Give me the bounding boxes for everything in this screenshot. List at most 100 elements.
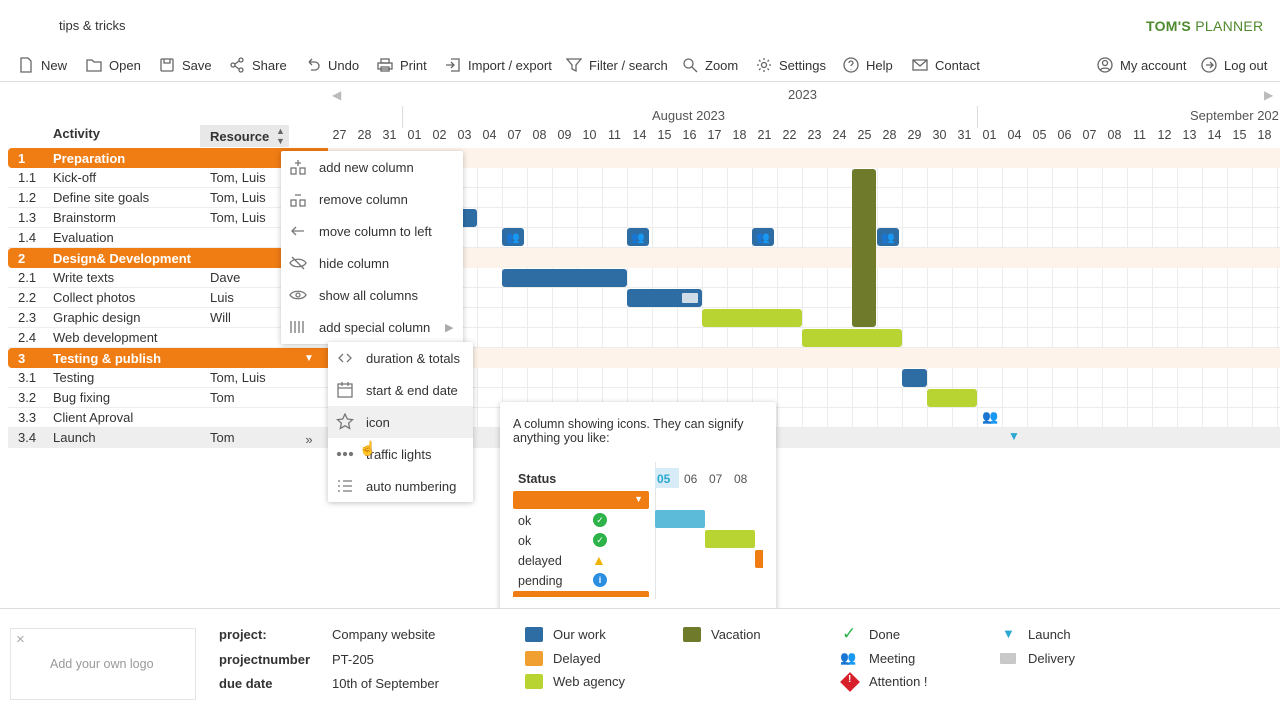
gantt-bar[interactable] xyxy=(802,329,902,347)
menu-remove-column[interactable]: remove column xyxy=(281,183,463,215)
legend-delivery: Delivery xyxy=(1028,651,1075,666)
meeting-icon[interactable]: 👥 xyxy=(627,228,649,246)
grid-row-line xyxy=(328,287,1280,288)
submenu-auto-numbering[interactable]: auto numbering xyxy=(328,470,473,502)
filter-search-button[interactable]: Filter / search xyxy=(566,54,668,76)
new-button[interactable]: New xyxy=(18,54,67,76)
icon-column-tooltip: A column showing icons. They can signify… xyxy=(500,402,776,626)
grid-line xyxy=(477,148,478,448)
project-label: project: xyxy=(219,627,267,642)
task-row[interactable]: 2.1 Write texts Dave xyxy=(8,268,328,288)
scroll-right-icon[interactable]: ▶ xyxy=(1264,448,1273,450)
grid-line xyxy=(1277,148,1278,448)
meeting-icon[interactable]: 👥 xyxy=(752,228,774,246)
check-icon: ✓ xyxy=(842,624,857,643)
day-header: 09 xyxy=(557,128,572,142)
row-act: Launch xyxy=(53,430,96,445)
group-row[interactable]: 2 Design& Development xyxy=(8,248,328,268)
day-header: 14 xyxy=(632,128,647,142)
row-res: Luis xyxy=(210,290,234,305)
day-header: 27 xyxy=(332,128,347,142)
menu-move-column-left[interactable]: move column to left xyxy=(281,215,463,247)
undo-icon xyxy=(308,58,320,71)
mouse-cursor-icon: ☝ xyxy=(359,440,377,456)
grid-row-line xyxy=(328,427,1280,428)
task-row[interactable]: 3.2 Bug fixing Tom xyxy=(8,388,328,408)
task-row[interactable]: 1.4 Evaluation xyxy=(8,228,328,248)
group-row[interactable]: 3 Testing & publish xyxy=(8,348,328,368)
share-button[interactable]: Share xyxy=(229,54,287,76)
close-icon[interactable]: × xyxy=(16,631,25,648)
grid-line xyxy=(1052,148,1053,448)
meeting-icon[interactable]: 👥 xyxy=(502,228,524,246)
task-row[interactable]: 3.1 Testing Tom, Luis xyxy=(8,368,328,388)
meeting-icon[interactable]: 👥 xyxy=(877,228,899,246)
row-act: Testing & publish xyxy=(53,350,162,366)
print-button[interactable]: Print xyxy=(377,54,427,76)
help-button[interactable]: Help xyxy=(843,54,893,76)
task-row[interactable]: 3.3 Client Aproval xyxy=(8,408,328,428)
submenu-start-end-date[interactable]: start & end date xyxy=(328,374,473,406)
undo-button[interactable]: Undo xyxy=(305,54,359,76)
grid-row-line xyxy=(328,207,1280,208)
preview-day: 08 xyxy=(734,472,748,486)
task-row[interactable]: 1.1 Kick-off Tom, Luis xyxy=(8,168,328,188)
info-icon: i xyxy=(593,573,607,587)
projectnumber-value: PT-205 xyxy=(332,652,374,667)
submenu-icon[interactable]: icon xyxy=(328,406,473,438)
activity-column-header[interactable]: Activity xyxy=(53,126,100,141)
task-row[interactable]: 2.3 Graphic design Will xyxy=(8,308,328,328)
task-row[interactable]: 2.4 Web development xyxy=(8,328,328,348)
menu-show-all-columns[interactable]: show all columns xyxy=(281,279,463,311)
expand-icon[interactable]: » xyxy=(305,431,313,447)
sort-icon: ▲ ▼ xyxy=(276,126,285,146)
task-row[interactable]: 1.2 Define site goals Tom, Luis xyxy=(8,188,328,208)
day-header: 28 xyxy=(882,128,897,142)
scroll-right-icon[interactable]: ▶ xyxy=(1264,88,1274,102)
save-button[interactable]: Save xyxy=(159,54,212,76)
submenu-traffic-lights[interactable]: traffic lights xyxy=(328,438,473,470)
day-header: 31 xyxy=(957,128,972,142)
gantt-bar[interactable] xyxy=(902,369,927,387)
menu-add-special-column[interactable]: add special column ▶ xyxy=(281,311,463,343)
submenu-duration-totals[interactable]: duration & totals xyxy=(328,342,473,374)
zoom-button[interactable]: Zoom xyxy=(682,54,738,76)
row-num: 3.1 xyxy=(18,370,37,385)
scroll-left-icon[interactable]: ◀ xyxy=(332,88,342,102)
dots-icon xyxy=(336,451,354,457)
row-res: Tom xyxy=(210,390,235,405)
menu-add-new-column[interactable]: add new column xyxy=(281,151,463,183)
gantt-bar[interactable] xyxy=(852,169,876,327)
task-row[interactable]: 1.3 Brainstorm Tom, Luis xyxy=(8,208,328,228)
day-header: 03 xyxy=(457,128,472,142)
task-row[interactable]: 2.2 Collect photos Luis xyxy=(8,288,328,308)
gantt-bar[interactable] xyxy=(927,389,977,407)
legend-swatch-delayed xyxy=(525,651,543,666)
gantt-bar[interactable] xyxy=(702,309,802,327)
logo-upload-box[interactable]: × Add your own logo xyxy=(10,628,196,700)
arrow-left-icon xyxy=(291,226,304,236)
day-header: 02 xyxy=(432,128,447,142)
share-icon xyxy=(230,57,244,73)
task-row[interactable]: 3.4 Launch Tom xyxy=(8,428,328,448)
grid-line xyxy=(1027,148,1028,448)
row-res: Tom xyxy=(210,430,235,445)
menu-hide-column[interactable]: hide column xyxy=(281,247,463,279)
grid-line xyxy=(552,148,553,448)
meeting-icon[interactable]: 👥 xyxy=(982,409,999,424)
settings-button[interactable]: Settings xyxy=(756,54,826,76)
my-account-button[interactable]: My account xyxy=(1097,54,1186,76)
day-header: 15 xyxy=(657,128,672,142)
open-button[interactable]: Open xyxy=(86,54,141,76)
log-out-button[interactable]: Log out xyxy=(1201,54,1267,76)
import-export-button[interactable]: Import / export xyxy=(445,54,552,76)
group-row-band xyxy=(328,248,1280,268)
chevron-down-icon[interactable]: ▼ xyxy=(304,352,314,364)
contact-button[interactable]: Contact xyxy=(912,54,980,76)
resource-column-header[interactable]: Resource ▲ ▼ xyxy=(200,125,289,147)
zoom-icon xyxy=(683,58,698,73)
grid-line xyxy=(952,148,953,448)
launch-icon: ▼ xyxy=(1008,429,1020,443)
gantt-bar[interactable] xyxy=(502,269,627,287)
group-row[interactable]: 1 Preparation xyxy=(8,148,328,168)
